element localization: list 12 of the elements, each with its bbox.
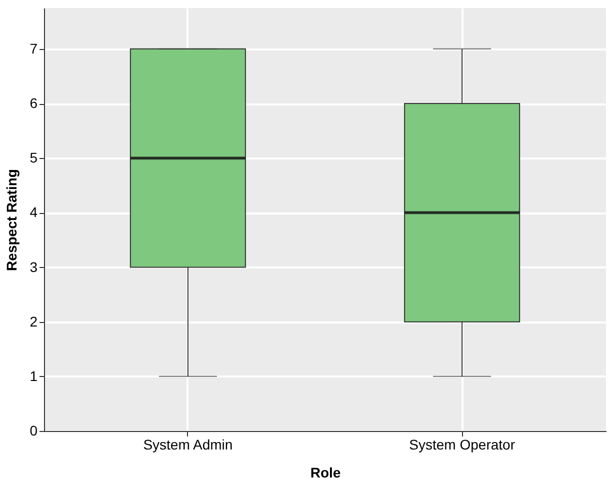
y-tick-label: 0	[30, 422, 38, 438]
y-tick-label: 6	[30, 95, 38, 112]
x-axis-title: Role	[310, 464, 341, 480]
y-tick-label: 4	[30, 204, 38, 220]
y-tick-label: 7	[30, 40, 38, 56]
y-tick-label: 3	[30, 258, 38, 275]
y-tick-label: 2	[30, 313, 38, 330]
x-tick-label: System Admin	[143, 436, 233, 452]
y-axis-title: Respect Rating	[4, 169, 20, 271]
y-tick-label: 1	[30, 368, 38, 384]
y-tick-label: 5	[30, 150, 38, 166]
x-tick-label: System Operator	[409, 436, 516, 452]
